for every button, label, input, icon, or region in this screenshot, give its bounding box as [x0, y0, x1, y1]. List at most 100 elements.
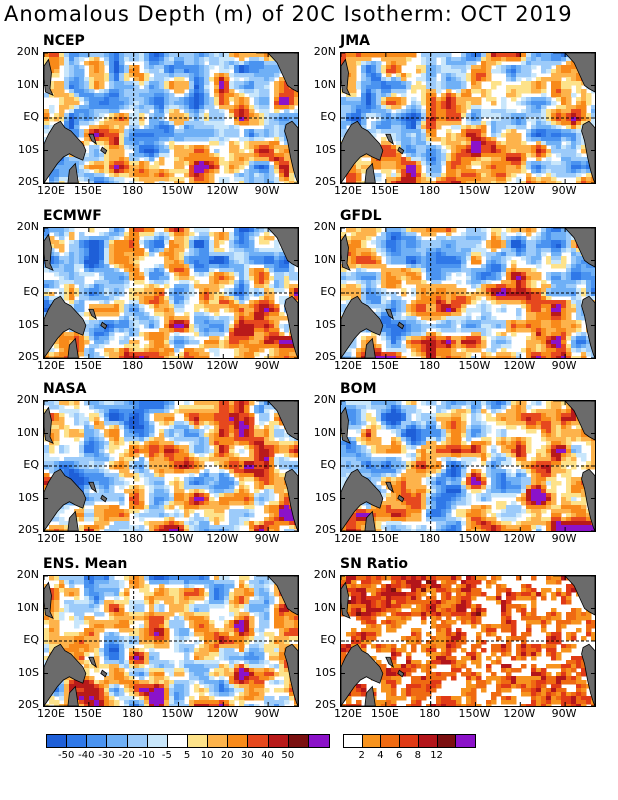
field-cell — [179, 316, 185, 321]
field-cell — [199, 244, 205, 249]
field-cell — [421, 53, 427, 58]
field-cell — [461, 137, 467, 142]
field-cell — [94, 177, 100, 182]
field-cell — [581, 145, 587, 150]
field-cell — [259, 260, 265, 265]
field-cell — [391, 65, 397, 70]
field-cell — [174, 328, 180, 333]
field-cell — [351, 272, 357, 277]
field-cell — [566, 117, 572, 122]
field-cell — [566, 101, 572, 106]
field-cell — [144, 165, 150, 170]
field-cell — [74, 161, 80, 166]
field-cell — [274, 332, 280, 337]
field-cell — [164, 328, 170, 333]
field-cell — [114, 61, 120, 66]
field-cell — [376, 121, 382, 126]
field-cell — [244, 240, 250, 245]
field-cell — [376, 65, 382, 70]
field-cell — [44, 125, 50, 130]
field-cell — [239, 149, 245, 154]
field-cell — [189, 240, 195, 245]
field-cell — [89, 236, 95, 241]
field-cell — [264, 153, 270, 158]
field-cell — [521, 169, 527, 174]
field-cell — [224, 97, 230, 102]
field-cell — [476, 248, 482, 253]
field-cell — [541, 53, 547, 58]
field-cell — [189, 288, 195, 293]
field-cell — [401, 113, 407, 118]
field-cell — [431, 77, 437, 82]
field-cell — [74, 272, 80, 277]
field-cell — [541, 129, 547, 134]
field-cell — [114, 117, 120, 122]
field-cell — [54, 177, 60, 182]
field-cell — [456, 137, 462, 142]
field-cell — [204, 137, 210, 142]
field-cell — [581, 260, 587, 265]
field-cell — [259, 69, 265, 74]
field-cell — [44, 57, 50, 62]
field-cell — [109, 129, 115, 134]
field-cell — [294, 296, 298, 301]
field-cell — [571, 272, 577, 277]
field-cell — [259, 85, 265, 90]
field-cell — [79, 97, 85, 102]
field-cell — [391, 85, 397, 90]
field-cell — [244, 137, 250, 142]
field-cell — [356, 276, 362, 281]
field-cell — [421, 181, 427, 183]
field-cell — [406, 244, 412, 249]
field-cell — [531, 121, 537, 126]
field-cell — [361, 97, 367, 102]
field-cell — [274, 73, 280, 78]
field-cell — [471, 117, 477, 122]
field-cell — [124, 113, 130, 118]
field-cell — [94, 352, 100, 357]
field-cell — [254, 324, 260, 329]
field-cell — [461, 153, 467, 158]
field-cell — [259, 53, 265, 58]
field-cell — [351, 97, 357, 102]
field-cell — [259, 141, 265, 146]
field-cell — [229, 260, 235, 265]
field-cell — [254, 316, 260, 321]
field-cell — [139, 105, 145, 110]
field-cell — [371, 109, 377, 114]
field-cell — [466, 161, 472, 166]
field-cell — [119, 93, 125, 98]
field-cell — [386, 141, 392, 146]
field-cell — [229, 125, 235, 130]
field-cell — [279, 149, 285, 154]
field-cell — [356, 264, 362, 269]
field-cell — [54, 73, 60, 78]
field-cell — [506, 153, 512, 158]
field-cell — [229, 296, 235, 301]
field-cell — [199, 248, 205, 253]
field-cell — [269, 181, 275, 183]
field-cell — [546, 141, 552, 146]
field-cell — [571, 65, 577, 70]
field-cell — [124, 308, 130, 313]
field-cell — [566, 93, 572, 98]
field-cell — [274, 280, 280, 285]
field-cell — [491, 161, 497, 166]
field-cell — [224, 165, 230, 170]
field-cell — [516, 232, 522, 237]
field-cell — [471, 113, 477, 118]
field-cell — [416, 129, 422, 134]
field-cell — [74, 93, 80, 98]
field-cell — [506, 161, 512, 166]
field-cell — [274, 316, 280, 321]
field-cell — [294, 356, 298, 358]
field-cell — [174, 97, 180, 102]
field-cell — [511, 69, 517, 74]
field-cell — [244, 276, 250, 281]
field-cell — [219, 73, 225, 78]
field-cell — [516, 141, 522, 146]
field-cell — [209, 169, 215, 174]
field-cell — [541, 121, 547, 126]
field-cell — [441, 141, 447, 146]
field-cell — [194, 61, 200, 66]
